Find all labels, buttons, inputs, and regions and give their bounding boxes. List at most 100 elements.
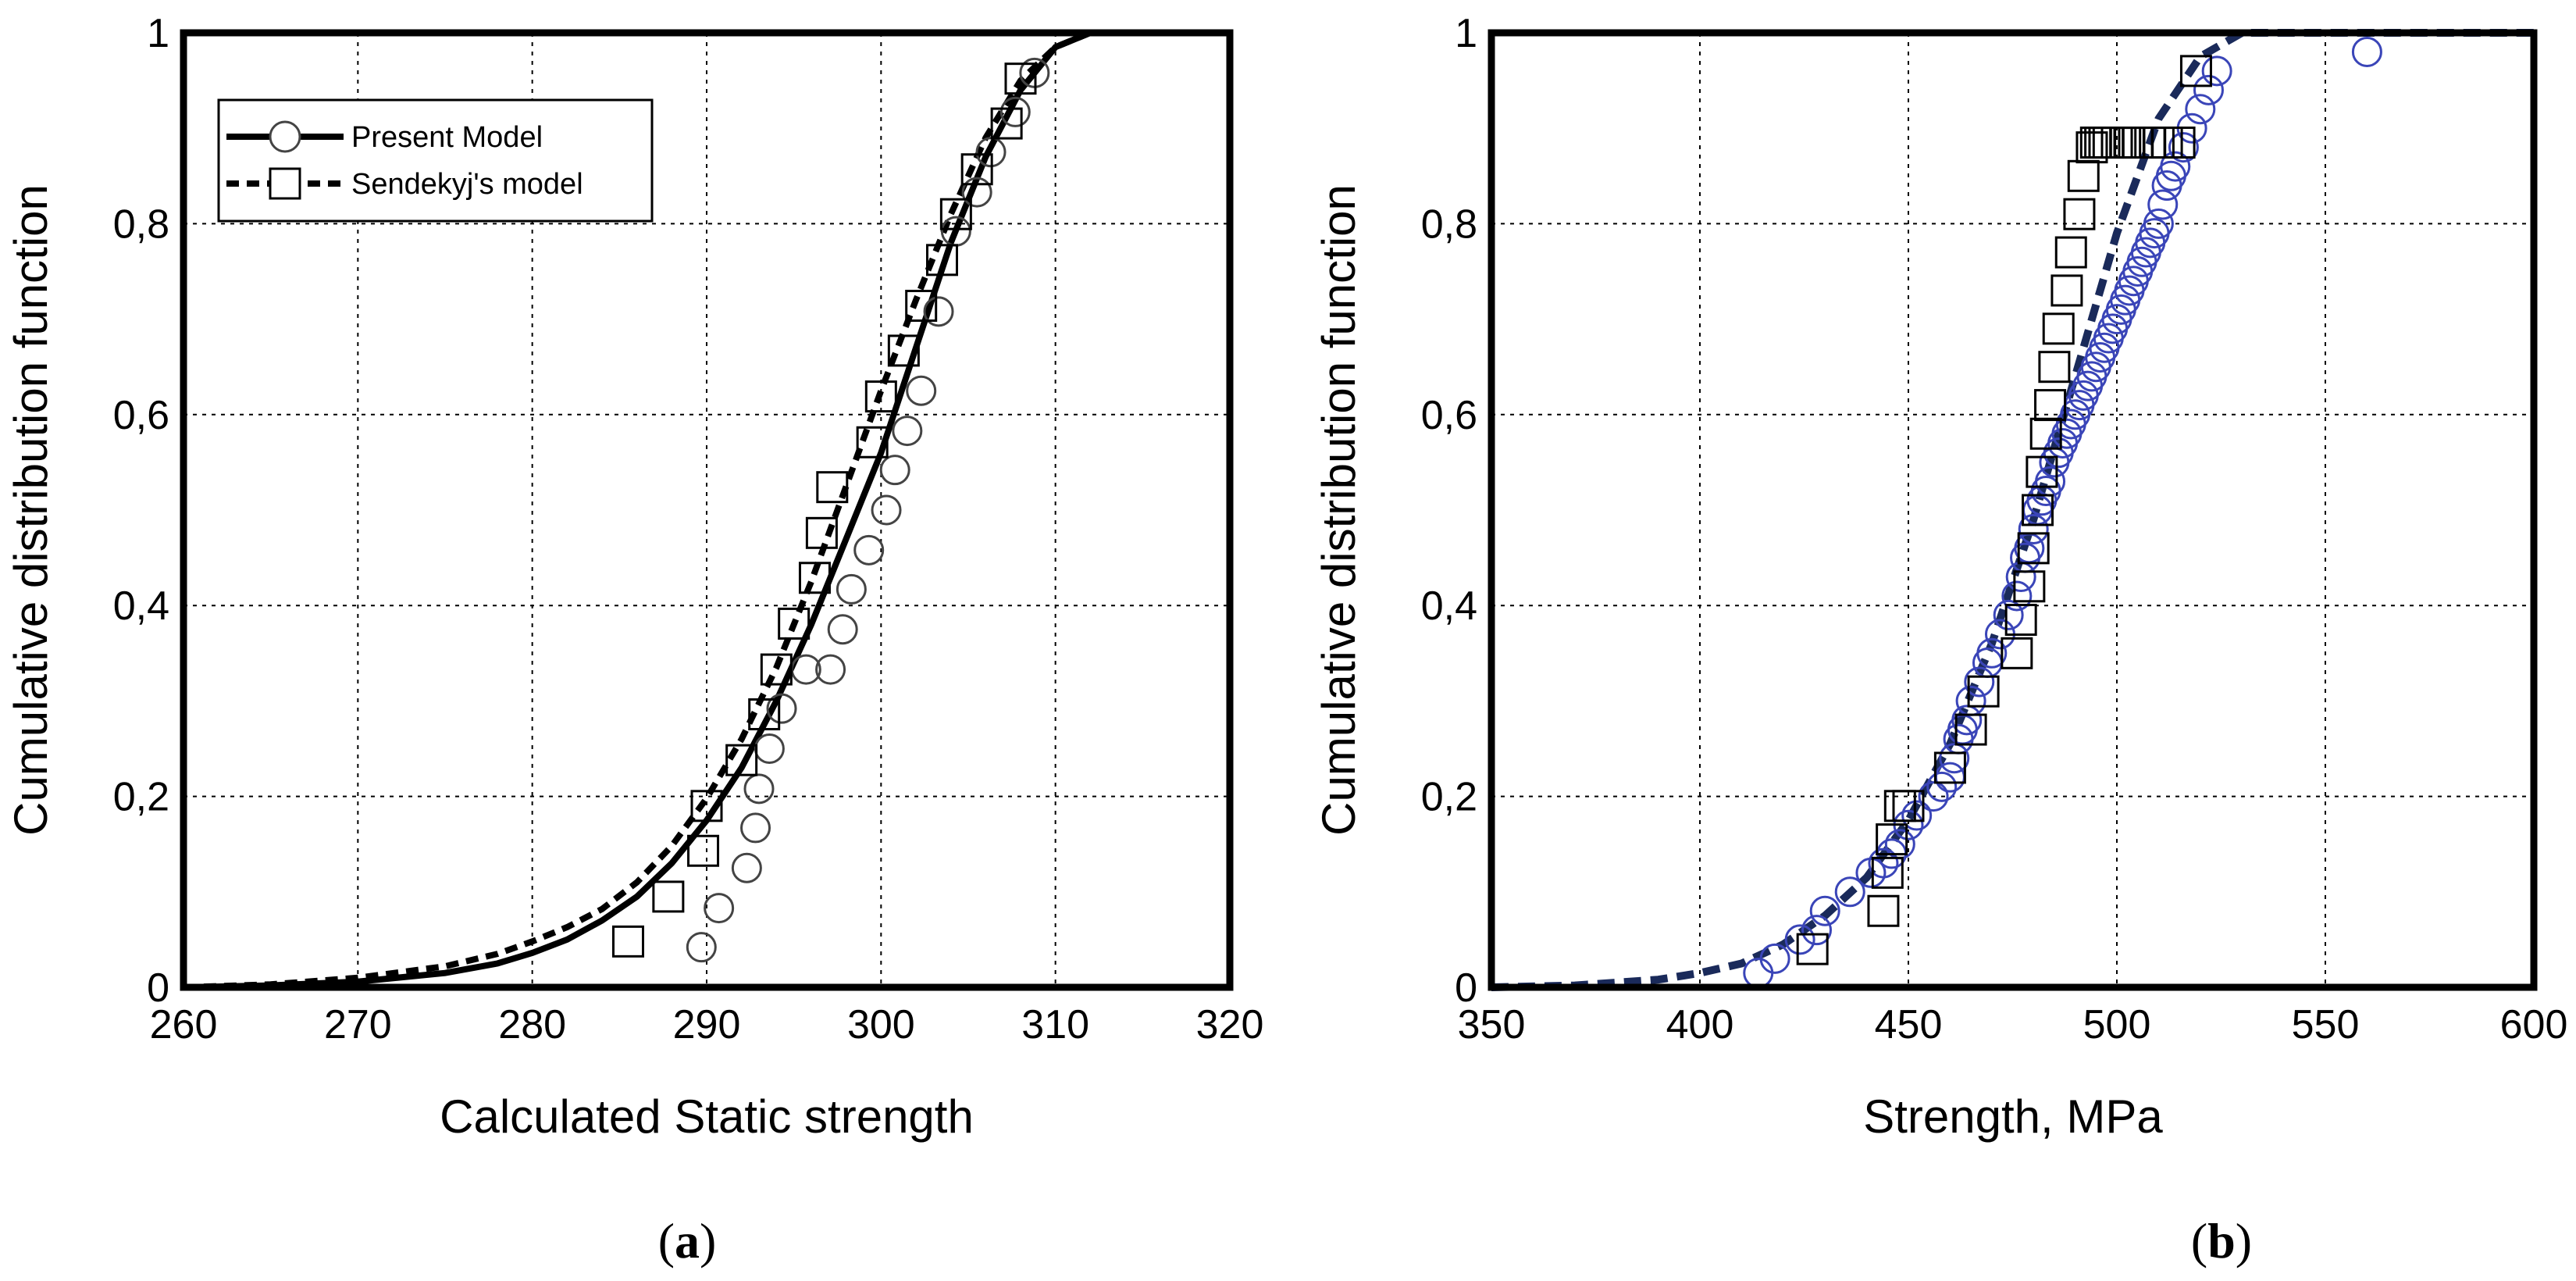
x-tick-label: 400	[1666, 1002, 1734, 1047]
square-marker	[2022, 494, 2054, 526]
square-marker	[652, 880, 685, 913]
square-marker	[2063, 198, 2096, 230]
circle-marker	[923, 296, 954, 327]
circle-marker	[743, 773, 775, 805]
circle-marker	[2018, 513, 2049, 544]
y-tick-label: 0	[147, 965, 169, 1011]
circle-marker	[1951, 705, 1983, 736]
x-tick-label: 450	[1875, 1002, 1943, 1047]
circle-marker	[754, 733, 785, 764]
square-marker	[1871, 856, 1904, 889]
square-marker	[2075, 131, 2108, 164]
circle-marker	[1901, 800, 1933, 831]
x-tick-label: 310	[1021, 1002, 1089, 1047]
panel-a-legend: Present Model Sendekyj's model	[217, 98, 654, 223]
circle-marker	[827, 614, 858, 645]
square-marker	[2034, 389, 2067, 422]
circle-marker	[1809, 895, 1840, 926]
square-marker	[1967, 675, 2000, 708]
square-marker	[1867, 894, 1900, 927]
legend-present-marker	[269, 120, 301, 153]
x-tick-label: 350	[1458, 1002, 1526, 1047]
y-tick-label: 0	[1455, 965, 1477, 1011]
square-marker	[2042, 312, 2075, 345]
circle-marker	[704, 893, 735, 924]
square-marker	[798, 562, 831, 594]
square-marker	[816, 471, 849, 504]
panel-a-ticks: 260 270 280 290 300 310 320 0 0,2 0,4 0,6 0,8 1	[113, 11, 1264, 1047]
circle-marker	[1993, 599, 2024, 630]
circle-marker	[1976, 637, 2008, 669]
square-marker	[939, 198, 972, 230]
circle-marker	[836, 573, 867, 605]
panel-b-frame	[1488, 29, 2538, 991]
square-marker	[856, 426, 889, 459]
circle-marker	[906, 375, 937, 406]
square-marker	[725, 744, 758, 776]
square-marker	[2067, 159, 2100, 192]
circle-marker	[1939, 743, 1970, 774]
circle-marker	[1868, 847, 1899, 879]
legend-present-label: Present Model	[351, 121, 543, 154]
circle-marker	[1934, 762, 1965, 793]
x-tick-label: 280	[498, 1002, 566, 1047]
panel-a-grid	[183, 33, 1230, 987]
series-line-0	[1491, 29, 2534, 991]
y-tick-label: 0,6	[1421, 393, 1477, 438]
x-tick-label: 270	[324, 1002, 392, 1047]
square-marker	[778, 607, 811, 640]
circle-marker	[853, 534, 885, 566]
x-tick-label: 300	[847, 1002, 915, 1047]
square-marker	[2038, 351, 2071, 384]
circle-marker	[2185, 94, 2216, 125]
circle-marker	[815, 654, 846, 685]
y-tick-label: 0,6	[113, 393, 169, 438]
panel-b-ticks: 350 400 450 500 550 600 0 0,2 0,4 0,6 0,8 1	[1421, 11, 2568, 1047]
circle-marker	[1784, 924, 1815, 955]
square-marker	[805, 516, 838, 549]
panel-a-ylabel: Cumulative distribution function	[5, 184, 57, 836]
square-marker	[1892, 790, 1925, 822]
square-marker	[905, 289, 938, 322]
square-marker	[2054, 236, 2087, 269]
square-marker	[2026, 455, 2058, 488]
square-marker	[760, 653, 793, 686]
circle-marker	[2147, 189, 2179, 220]
y-tick-label: 0,8	[1421, 202, 1477, 247]
square-marker	[887, 334, 920, 367]
y-tick-label: 1	[1455, 11, 1477, 56]
square-marker	[926, 244, 958, 277]
circle-marker	[2168, 132, 2199, 163]
legend-sendekyj-label: Sendekyj's model	[351, 168, 583, 201]
circle-marker	[871, 494, 902, 526]
panel-a-frame	[180, 29, 1234, 991]
legend-sendekyj-marker	[269, 167, 301, 200]
square-marker	[687, 834, 720, 867]
panel-b-caption: (b)	[2191, 1213, 2252, 1269]
square-marker	[2179, 55, 2212, 87]
circle-marker	[1926, 771, 1958, 802]
panel-b-grid	[1491, 33, 2534, 987]
square-marker	[2163, 127, 2196, 159]
y-tick-label: 1	[147, 11, 169, 56]
circle-marker	[1759, 943, 1790, 974]
square-marker	[2017, 532, 2050, 565]
panel-a-caption-letter: a	[675, 1213, 700, 1269]
panel-b: 350 400 450 500 550 600 0 0,2 0,4 0,6 0,8 1 Strengt…	[1313, 11, 2567, 1269]
circle-marker	[999, 96, 1031, 127]
panel-a-caption: (a)	[658, 1213, 717, 1269]
panel-a-points	[612, 57, 1050, 963]
circle-marker	[686, 932, 717, 963]
panel-b-ylabel: Cumulative distribution function	[1313, 184, 1365, 836]
square-marker	[864, 380, 897, 413]
y-tick-label: 0,4	[113, 583, 169, 629]
legend-box	[217, 98, 654, 223]
x-tick-label: 290	[673, 1002, 741, 1047]
y-tick-label: 0,4	[1421, 583, 1477, 629]
panel-b-points	[1743, 36, 2382, 989]
circle-marker	[2143, 208, 2174, 239]
square-marker	[990, 107, 1023, 140]
circle-marker	[2160, 151, 2191, 182]
circle-marker	[892, 416, 923, 447]
